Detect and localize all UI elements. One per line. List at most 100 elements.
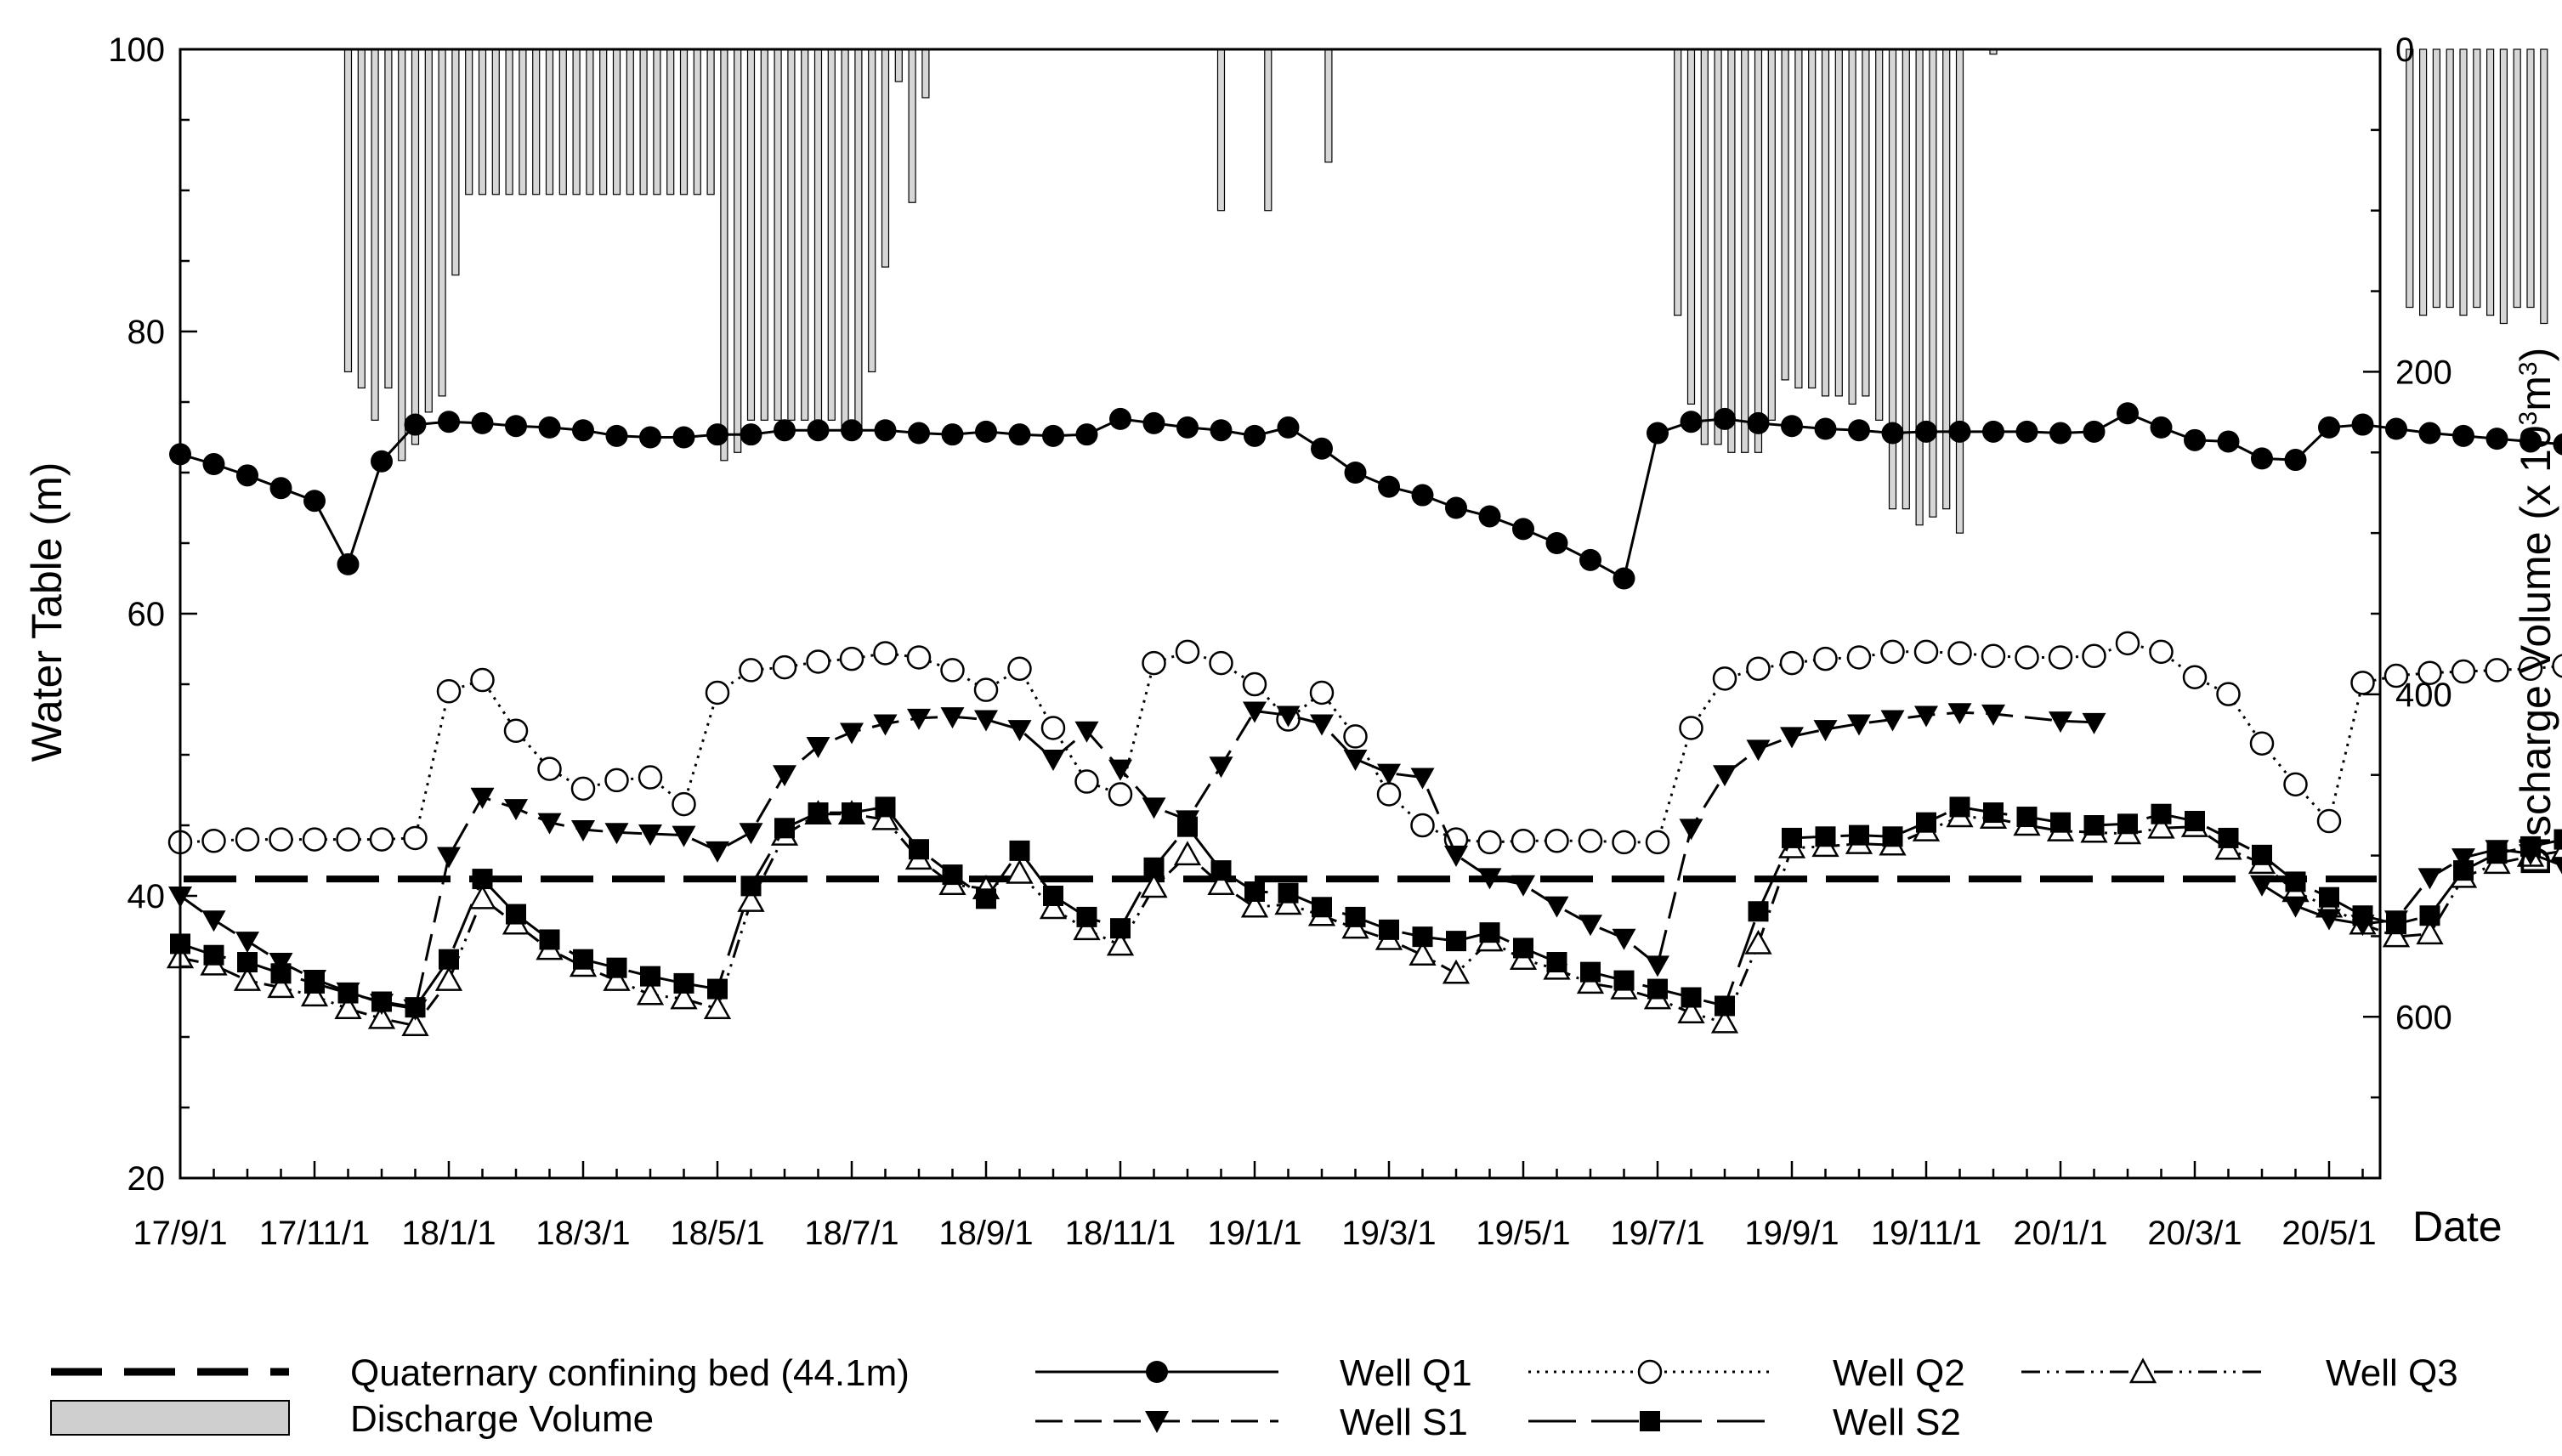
point-Q2 [1880, 639, 1905, 665]
point-Q2 [1040, 716, 1066, 740]
point-S2 [1312, 897, 1332, 918]
point-Q2 [1376, 782, 1402, 807]
point-Q1 [1915, 420, 1937, 443]
point-Q3 [1140, 873, 1168, 898]
discharge-bar-72 [2432, 48, 2440, 309]
point-Q2 [638, 765, 663, 790]
discharge-bar-29 [734, 48, 742, 453]
point-Q1 [1176, 416, 1199, 439]
point-S2 [606, 957, 627, 978]
discharge-bar-58 [1821, 48, 1830, 397]
x-tick-label: 18/5/1 [670, 1215, 764, 1252]
point-S1 [1646, 955, 1669, 977]
point-Q2 [2216, 682, 2241, 706]
point-S1 [504, 799, 528, 821]
point-S2 [1446, 931, 1466, 952]
point-Q2 [873, 641, 898, 666]
point-Q3 [1173, 841, 1202, 866]
point-Q1 [1579, 548, 1601, 571]
point-S2 [506, 904, 526, 925]
point-S1 [571, 819, 595, 841]
point-Q1 [371, 450, 393, 473]
point-Q2 [1813, 646, 1838, 671]
point-Q2 [2182, 665, 2208, 689]
point-Q3 [670, 984, 698, 1010]
discharge-bar-66 [1929, 48, 1937, 518]
point-S2 [1412, 926, 1433, 948]
discharge-bar-76 [2486, 48, 2495, 316]
point-Q2 [973, 677, 999, 702]
point-S1 [1545, 896, 1569, 918]
legend-discharge-label: Discharge Volume [350, 1398, 654, 1440]
point-S1 [1310, 714, 1334, 736]
right-axis-title-sup1: 3 [2514, 411, 2542, 426]
point-S1 [1176, 810, 1199, 832]
point-Q3 [1006, 858, 1034, 884]
point-S1 [1444, 845, 1468, 867]
legend: Quaternary confining bed (44.1m) Dischar… [50, 1352, 2458, 1443]
point-S2 [1513, 938, 1533, 959]
discharge-bar-21 [626, 48, 634, 195]
discharge-bar-1 [357, 48, 366, 388]
point-Q2 [2552, 654, 2562, 678]
discharge-bar-62 [1875, 48, 1884, 421]
point-Q1 [2284, 449, 2307, 472]
right-axis-title-sup2: 3 [2514, 361, 2542, 376]
discharge-bar-23 [653, 48, 661, 195]
point-Q2 [201, 829, 226, 853]
discharge-bar-8 [451, 48, 460, 276]
point-Q1 [941, 423, 964, 446]
right-axis-title-mid: m [2512, 376, 2559, 411]
point-Q1 [471, 411, 494, 434]
discharge-bar-60 [1848, 48, 1856, 405]
point-Q2 [1309, 680, 1335, 705]
point-Q2 [906, 645, 932, 670]
point-Q1 [1378, 475, 1400, 498]
discharge-bar-37 [841, 48, 849, 429]
discharge-bar-9 [465, 48, 473, 195]
point-S2 [808, 802, 829, 824]
point-S1 [1377, 763, 1401, 785]
point-S2 [1715, 995, 1735, 1017]
discharge-bar-67 [1942, 48, 1951, 510]
point-Q1 [303, 490, 326, 513]
point-Q1 [706, 423, 728, 446]
point-Q1 [1109, 407, 1131, 430]
discharge-bar-51 [1727, 48, 1736, 453]
point-Q2 [1242, 671, 1267, 697]
point-S1 [1276, 705, 1301, 728]
discharge-bar-46 [1324, 48, 1333, 163]
point-S1 [1209, 756, 1233, 779]
point-S1 [1847, 714, 1871, 736]
point-Q1 [1008, 423, 1031, 446]
point-Q1 [2117, 402, 2139, 425]
discharge-bar-24 [666, 48, 675, 195]
point-Q1 [1881, 422, 1904, 445]
legend-confining-bed-label: Quaternary confining bed (44.1m) [350, 1352, 910, 1394]
discharge-bar-22 [639, 48, 648, 195]
point-Q2 [470, 667, 495, 693]
right-tick-label: 600 [2395, 999, 2452, 1036]
point-Q1 [1613, 567, 1635, 590]
point-Q1 [1311, 437, 1333, 460]
point-S1 [1914, 705, 1938, 728]
point-S2 [2016, 807, 2038, 828]
point-Q2 [2350, 671, 2375, 695]
point-S2 [2319, 887, 2339, 908]
point-Q1 [807, 419, 830, 442]
point-Q1 [1042, 424, 1064, 447]
point-S1 [974, 710, 998, 732]
point-Q1 [605, 424, 628, 447]
series-S1-line [179, 709, 2094, 1011]
legend-s1-marker [1145, 1411, 1169, 1433]
point-S1 [336, 982, 360, 1004]
point-Q1 [908, 422, 930, 445]
discharge-bar-44 [1216, 48, 1226, 212]
point-Q2 [940, 658, 965, 683]
point-S1 [1947, 703, 1972, 725]
point-Q1 [236, 464, 258, 487]
point-Q1 [1680, 411, 1703, 433]
point-Q3 [2147, 813, 2175, 839]
point-Q1 [1142, 411, 1165, 434]
x-tick-label: 18/1/1 [401, 1215, 496, 1252]
